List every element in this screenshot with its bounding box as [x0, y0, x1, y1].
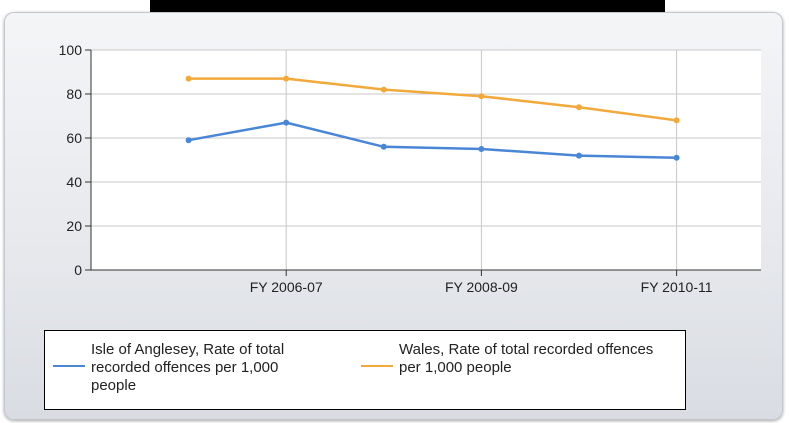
series-point-0: [576, 152, 582, 159]
y-tick-label: 60: [66, 130, 82, 146]
plot-area: [91, 50, 761, 270]
y-tick-label: 0: [74, 262, 82, 278]
y-tick-label: 100: [59, 42, 83, 58]
legend-item-isle-of-anglesey: Isle of Anglesey, Rate of total recorded…: [53, 341, 313, 395]
series-point-1: [283, 75, 290, 82]
chart-legend: Isle of Anglesey, Rate of total recorded…: [44, 330, 686, 410]
series-point-1: [673, 117, 680, 124]
series-line-0: [188, 121, 677, 160]
legend-label-isle-of-anglesey: Isle of Anglesey, Rate of total recorded…: [91, 341, 285, 394]
series-point-0: [673, 154, 680, 161]
legend-swatch-isle-of-anglesey: [53, 365, 85, 367]
series-point-0: [380, 143, 387, 150]
x-tick-label: FY 2010-11: [641, 279, 713, 295]
x-tick-label: FY 2008-09: [445, 279, 518, 295]
series-point-0: [478, 146, 485, 152]
series-point-1: [185, 75, 192, 82]
x-tick-label: FY 2006-07: [250, 279, 323, 295]
series-point-1: [478, 93, 485, 100]
series-point-1: [576, 104, 582, 111]
y-tick-label: 80: [66, 86, 82, 102]
legend-label-wales: Wales, Rate of total recorded offences p…: [399, 341, 654, 376]
legend-swatch-wales: [361, 365, 393, 367]
y-tick-label: 20: [66, 218, 82, 234]
series-point-1: [380, 86, 387, 93]
series-point-0: [283, 119, 290, 126]
chart-svg: 0 20 40 60 80 100 FY 2006-07 FY 2008-09 FY 2010-…: [59, 42, 761, 295]
top-bar: [150, 0, 665, 14]
chart-panel: 0 20 40 60 80 100 FY 2006-07 FY 2008-09 FY 2010-…: [4, 12, 783, 420]
series-line-1: [188, 77, 677, 122]
series-point-0: [185, 137, 192, 144]
legend-item-wales: Wales, Rate of total recorded offences p…: [361, 341, 661, 377]
y-tick-label: 40: [66, 174, 82, 190]
